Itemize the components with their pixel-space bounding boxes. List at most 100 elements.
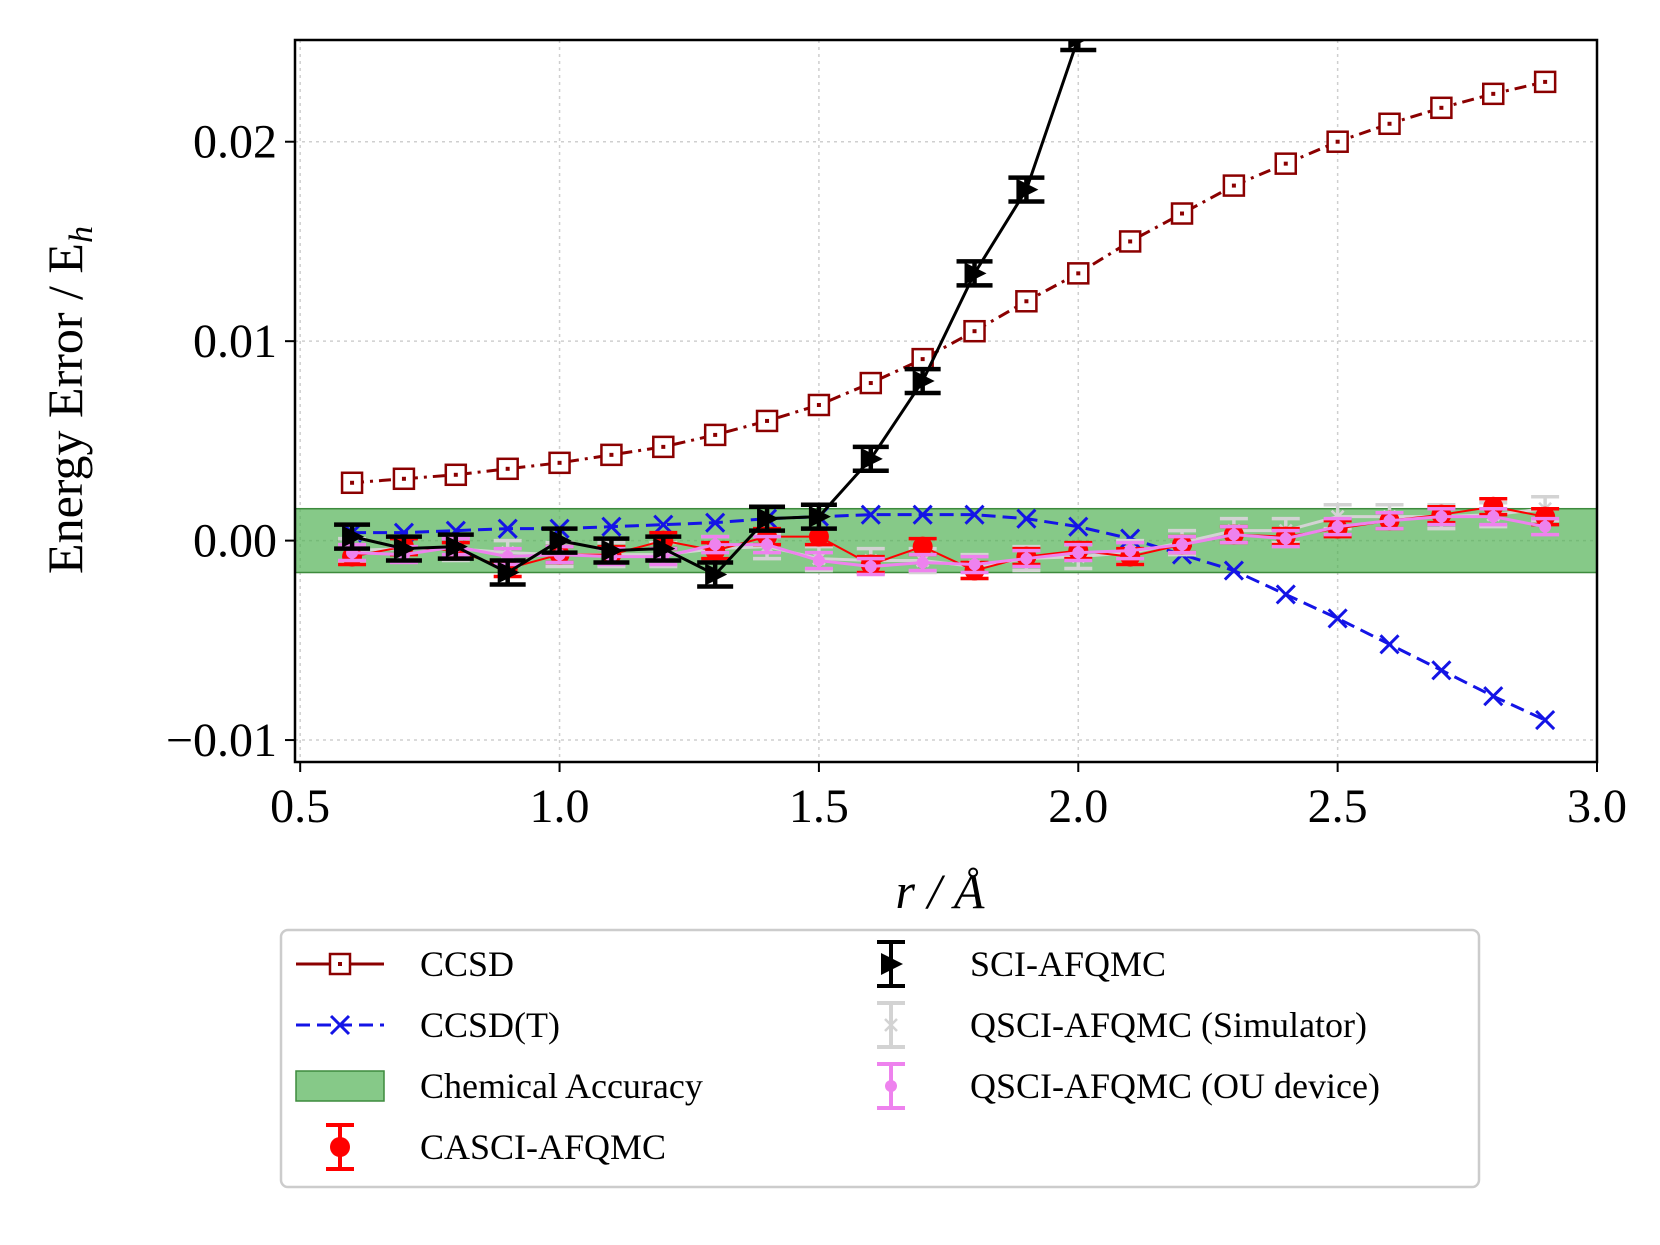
legend-item-qsci-afqmc-simulator: QSCI-AFQMC (Simulator) xyxy=(877,1001,1367,1049)
data-point-triangle xyxy=(1068,40,1087,50)
legend-label: Chemical Accuracy xyxy=(420,1066,703,1106)
data-point-triangle xyxy=(653,537,676,560)
data-point-square-center xyxy=(1231,183,1236,188)
axis-ticks: 0.5 1.0 1.5 2.0 2.5 3.0 −0.01 0.00 0.01 0.02 xyxy=(166,116,1627,833)
legend-label: QSCI-AFQMC (Simulator) xyxy=(970,1005,1367,1045)
data-point-x xyxy=(1483,686,1504,707)
data-point-dot xyxy=(1020,552,1033,565)
data-point-square-center xyxy=(972,329,977,334)
data-point-dot xyxy=(709,538,722,551)
data-point-triangle xyxy=(393,537,416,560)
data-point-x xyxy=(912,504,933,525)
data-point-dot xyxy=(1124,544,1137,557)
data-point-dot xyxy=(1072,546,1085,559)
data-point-x xyxy=(1431,660,1452,681)
x-axis-label-var: r / Å xyxy=(896,863,985,919)
data-point-square-center xyxy=(920,357,925,362)
x-tick-label: 3.0 xyxy=(1567,780,1627,833)
data-point-triangle xyxy=(1016,178,1039,201)
data-point-square-center xyxy=(816,402,821,407)
legend-item-ccsd: CCSD xyxy=(296,944,514,984)
data-point-x xyxy=(1535,710,1556,731)
data-point-square-center xyxy=(1543,79,1548,84)
data-point-circle xyxy=(330,1137,350,1157)
y-axis-label: Energy Error / Eh xyxy=(37,226,100,574)
data-point-dot xyxy=(1176,538,1189,551)
data-point-x xyxy=(1379,634,1400,655)
legend-label: CCSD(T) xyxy=(420,1005,560,1045)
legend-items: CCSD CCSD(T) Chemical Accuracy CASCI-AFQMC S… xyxy=(295,940,1380,1171)
y-tick-label: 0.02 xyxy=(193,116,277,169)
data-point-triangle xyxy=(342,525,365,548)
y-tick-label: 0.00 xyxy=(193,515,277,568)
legend: CCSD CCSD(T) Chemical Accuracy CASCI-AFQMC S… xyxy=(279,928,1481,1189)
data-point-dot xyxy=(968,558,981,571)
data-point-dot xyxy=(761,538,774,551)
y-axis-label-text: Energy Error / E xyxy=(37,243,93,574)
y-tick-label: 0.01 xyxy=(193,315,277,368)
data-point-dot xyxy=(812,554,825,567)
data-point-square-center xyxy=(1283,161,1288,166)
legend-label: SCI-AFQMC xyxy=(970,944,1166,984)
data-point-x xyxy=(1120,528,1141,549)
plot-frame xyxy=(293,38,1599,764)
data-point-dot xyxy=(1435,510,1448,523)
data-point-circle xyxy=(808,526,829,547)
data-point-square-center xyxy=(1439,105,1444,110)
data-point-dot xyxy=(1227,528,1240,541)
grid xyxy=(295,40,1598,762)
data-point-triangle xyxy=(808,505,831,528)
data-point-x xyxy=(601,516,622,537)
data-point-square-center xyxy=(1387,121,1392,126)
legend-item-sci-afqmc: SCI-AFQMC xyxy=(877,940,1166,988)
legend-swatch xyxy=(295,1070,385,1102)
data-point-x xyxy=(1223,560,1244,581)
data-point-x xyxy=(653,514,674,535)
data-point-dot xyxy=(916,556,929,569)
data-point-square-center xyxy=(1128,239,1133,244)
data-point-x xyxy=(329,1014,351,1036)
data-point-square-center xyxy=(609,452,614,457)
data-point-square-center xyxy=(350,480,355,485)
data-point-triangle xyxy=(497,561,520,584)
data-point-triangle xyxy=(912,370,935,393)
data-point-dot xyxy=(1331,520,1344,533)
data-point-x xyxy=(497,518,518,539)
plot-series xyxy=(334,40,1560,731)
data-point-square-center xyxy=(505,466,510,471)
y-tick-label: −0.01 xyxy=(166,714,277,767)
data-point-square-center xyxy=(765,418,770,423)
data-point-triangle xyxy=(601,539,624,562)
data-point-x xyxy=(1016,508,1037,529)
x-axis-label: r / Å xyxy=(896,863,985,919)
legend-item-casci-afqmc: CASCI-AFQMC xyxy=(326,1123,666,1171)
data-point-x xyxy=(1327,608,1348,629)
data-point-square-center xyxy=(1180,211,1185,216)
data-point-triangle xyxy=(549,529,572,552)
data-point-dot xyxy=(1539,520,1552,533)
data-point-square-center xyxy=(1076,271,1081,276)
data-point-triangle xyxy=(757,507,780,530)
series-ccsd xyxy=(340,70,1557,495)
data-point-triangle xyxy=(445,535,468,558)
data-point-square-center xyxy=(1024,299,1029,304)
data-point-square-center xyxy=(713,432,718,437)
data-point-square-center xyxy=(1335,139,1340,144)
x-tick-label: 2.5 xyxy=(1308,780,1368,833)
legend-label: QSCI-AFQMC (OU device) xyxy=(970,1066,1380,1106)
data-point-square-center xyxy=(868,381,873,386)
data-point-x xyxy=(964,504,985,525)
data-point-square-center xyxy=(453,472,458,477)
legend-item-qsci-afqmc-ou-device: QSCI-AFQMC (OU device) xyxy=(877,1062,1380,1110)
legend-item-ccsd-t: CCSD(T) xyxy=(296,1005,560,1045)
data-point-triangle xyxy=(860,447,883,470)
y-axis-label-sub: h xyxy=(63,226,100,243)
data-point-circle xyxy=(1483,496,1504,517)
legend-label: CASCI-AFQMC xyxy=(420,1127,666,1167)
data-point-x xyxy=(705,512,726,533)
data-point-triangle xyxy=(881,953,903,975)
data-point-triangle xyxy=(705,563,728,586)
data-point-x xyxy=(1275,584,1296,605)
data-point-circle xyxy=(912,536,933,557)
